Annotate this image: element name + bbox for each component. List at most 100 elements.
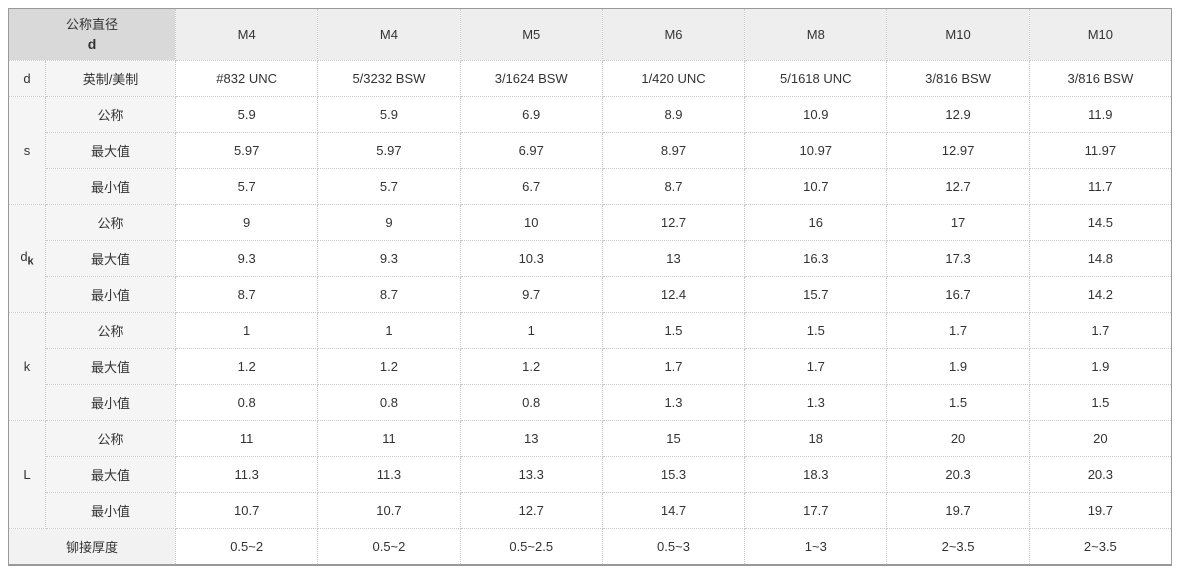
spec-cell: 1.3 <box>744 384 888 421</box>
spec-cell: 18 <box>744 420 888 457</box>
group-letter: d <box>20 249 28 265</box>
spec-cell: 11.9 <box>1028 96 1173 133</box>
group-letter: k <box>23 359 31 374</box>
spec-cell: 11 <box>175 420 319 457</box>
spec-cell: 16 <box>744 204 888 241</box>
spec-cell: 0.8 <box>459 384 603 421</box>
size-header-m5: M5 <box>459 8 603 61</box>
spec-cell: 8.7 <box>175 276 319 313</box>
row-sub-label: 最大值 <box>44 456 177 493</box>
spec-cell: 10.9 <box>744 96 888 133</box>
row-group-label-s: s <box>8 96 46 205</box>
spec-cell: 20 <box>886 420 1030 457</box>
spec-cell: 13 <box>601 240 746 277</box>
spec-cell: 11.3 <box>175 456 319 493</box>
spec-cell: 20.3 <box>1028 456 1173 493</box>
spec-cell: 1 <box>317 312 461 349</box>
table-row: 最大值 11.3 11.3 13.3 15.3 18.3 20.3 20.3 <box>9 456 1173 493</box>
size-header-m10-1: M10 <box>886 8 1030 61</box>
spec-cell: 20 <box>1028 420 1173 457</box>
table-row: 最大值 5.97 5.97 6.97 8.97 10.97 12.97 11.97 <box>9 132 1173 169</box>
spec-cell: 19.7 <box>1028 492 1173 529</box>
spec-cell: 10.97 <box>744 132 888 169</box>
spec-cell: 1.7 <box>744 348 888 385</box>
row-sub-label: 最小值 <box>44 168 177 205</box>
table-row: L 公称 11 11 13 15 18 20 20 <box>8 420 1173 529</box>
spec-cell: 9 <box>317 204 461 241</box>
table-row: 最小值 8.7 8.7 9.7 12.4 15.7 16.7 14.2 <box>9 276 1173 313</box>
row-sub-label: 最大值 <box>44 348 177 385</box>
table-row-rivet-thickness: 铆接厚度 0.5~2 0.5~2 0.5~2.5 0.5~3 1~3 2~3.5 2~3.5 <box>7 528 1173 566</box>
spec-cell: 5.97 <box>317 132 461 169</box>
size-header-m6: M6 <box>601 8 746 61</box>
spec-cell: 8.9 <box>601 96 746 133</box>
spec-cell: 11.7 <box>1028 168 1173 205</box>
spec-cell: 9.3 <box>317 240 461 277</box>
spec-cell: 10.3 <box>459 240 603 277</box>
group-letter: L <box>23 467 31 482</box>
spec-cell: 17.3 <box>886 240 1030 277</box>
table-row: 最小值 0.8 0.8 0.8 1.3 1.3 1.5 1.5 <box>9 384 1173 421</box>
size-header-m10-2: M10 <box>1028 8 1173 61</box>
row-sub-label: 最大值 <box>44 132 177 169</box>
corner-header: 公称直径 d <box>7 8 177 61</box>
table-row: 最小值 10.7 10.7 12.7 14.7 17.7 19.7 19.7 <box>9 492 1173 529</box>
spec-cell: 1.5 <box>1028 384 1173 421</box>
spec-cell: 12.97 <box>886 132 1030 169</box>
group-letter: s <box>23 143 31 158</box>
row-sub-label: 最小值 <box>44 492 177 529</box>
spec-cell: 0.5~3 <box>601 528 746 566</box>
spec-cell: 2~3.5 <box>886 528 1030 566</box>
spec-cell: 10.7 <box>175 492 319 529</box>
spec-cell: 10.7 <box>744 168 888 205</box>
spec-cell: 9 <box>175 204 319 241</box>
spec-cell: 17 <box>886 204 1030 241</box>
spec-cell: 6.7 <box>459 168 603 205</box>
row-sub-label: 最小值 <box>44 276 177 313</box>
spec-cell: 10.7 <box>317 492 461 529</box>
row-sub-label: 公称 <box>44 420 177 457</box>
spec-cell: 1.3 <box>601 384 746 421</box>
row-group-label-L: L <box>8 420 46 529</box>
size-header-m4-1: M4 <box>175 8 319 61</box>
table-row: 最大值 1.2 1.2 1.2 1.7 1.7 1.9 1.9 <box>9 348 1173 385</box>
spec-cell: 5.9 <box>317 96 461 133</box>
spec-cell: 12.7 <box>459 492 603 529</box>
spec-cell: 8.7 <box>317 276 461 313</box>
table-row: 最大值 9.3 9.3 10.3 13 16.3 17.3 14.8 <box>9 240 1173 277</box>
spec-cell: 1~3 <box>744 528 888 566</box>
spec-cell: 5.7 <box>317 168 461 205</box>
spec-cell: 1.9 <box>1028 348 1173 385</box>
spec-cell: 5.97 <box>175 132 319 169</box>
spec-cell: 14.8 <box>1028 240 1173 277</box>
spec-cell: 16.7 <box>886 276 1030 313</box>
spec-cell: 5/1618 UNC <box>744 60 888 97</box>
spec-table-body: d 英制/美制 #832 UNC 5/3232 BSW 3/1624 BSW 1/420 … <box>7 60 1173 566</box>
spec-cell: 15.3 <box>601 456 746 493</box>
spec-cell: 11 <box>317 420 461 457</box>
spec-cell: 0.5~2 <box>317 528 461 566</box>
spec-cell: 1.7 <box>1028 312 1173 349</box>
spec-cell: 0.5~2 <box>175 528 319 566</box>
row-sub-label: 最小值 <box>44 384 177 421</box>
spec-cell: 19.7 <box>886 492 1030 529</box>
corner-header-title: 公称直径 <box>66 17 119 32</box>
spec-cell: 12.7 <box>886 168 1030 205</box>
spec-cell: 11.3 <box>317 456 461 493</box>
spec-cell: 1.2 <box>175 348 319 385</box>
spec-cell: 5.9 <box>175 96 319 133</box>
spec-cell: 18.3 <box>744 456 888 493</box>
spec-cell: 15 <box>601 420 746 457</box>
spec-cell: 0.8 <box>317 384 461 421</box>
spec-cell: 1.5 <box>744 312 888 349</box>
table-row: dk 公称 9 9 10 12.7 16 17 14.5 <box>8 204 1173 313</box>
spec-cell: 1.7 <box>601 348 746 385</box>
spec-cell: 5/3232 BSW <box>317 60 461 97</box>
spec-cell: 17.7 <box>744 492 888 529</box>
row-sub-label: 最大值 <box>44 240 177 277</box>
row-group-label-k: k <box>8 312 46 421</box>
spec-cell: 14.7 <box>601 492 746 529</box>
spec-cell: 13.3 <box>459 456 603 493</box>
row-sub-label: 英制/美制 <box>44 60 177 97</box>
